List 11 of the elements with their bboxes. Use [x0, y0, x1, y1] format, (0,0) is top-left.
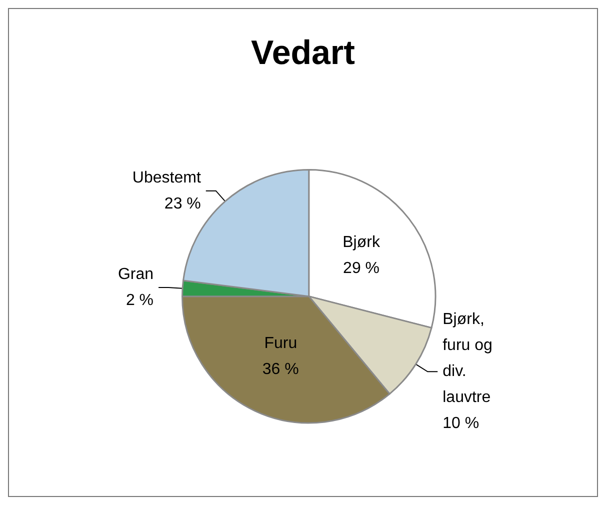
chart-title: Vedart — [251, 34, 355, 72]
slice-label: Gran — [118, 266, 154, 283]
slice-label: Bjørk — [342, 234, 381, 252]
data-label: 23 % — [164, 195, 201, 212]
data-label: 2 % — [126, 292, 154, 309]
slice-label: Bjørk, furu og div. lauvtre — [442, 311, 497, 406]
slice-label: Ubestemt — [132, 169, 202, 186]
slice-label: Furu — [264, 334, 298, 352]
data-label: 29 % — [343, 260, 380, 278]
data-label: 36 % — [262, 360, 299, 378]
data-label: 10 % — [442, 415, 480, 432]
